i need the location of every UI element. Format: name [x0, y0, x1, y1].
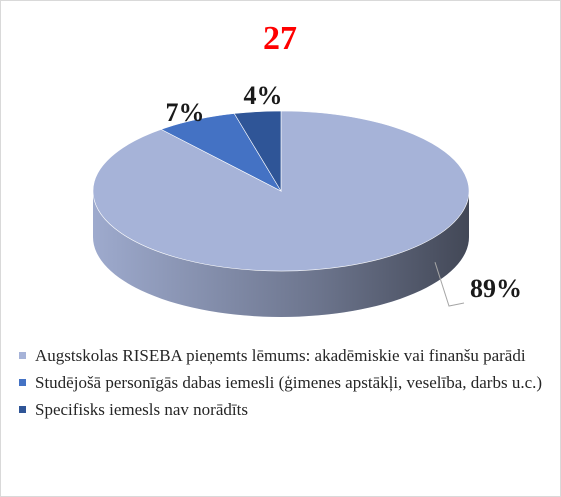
- legend: Augstskolas RISEBA pieņemts lēmums: akad…: [19, 343, 549, 424]
- legend-label: Augstskolas RISEBA pieņemts lēmums: akad…: [35, 346, 526, 365]
- legend-label: Studējošā personīgās dabas iemesli (ģime…: [35, 373, 543, 392]
- pie-side-shade: [93, 191, 469, 317]
- data-label: 7%: [166, 98, 205, 127]
- chart: 27 89% 7% 4%: [92, 20, 522, 317]
- legend-item: Studējošā personīgās dabas iemesli (ģime…: [19, 370, 549, 395]
- pie-slice: [233, 110, 282, 193]
- legend-swatch: [19, 406, 26, 413]
- legend-item: Augstskolas RISEBA pieņemts lēmums: akad…: [19, 343, 549, 368]
- chart-title: 27: [263, 20, 297, 57]
- legend-swatch: [19, 352, 26, 359]
- legend-label: Specifisks iemesls nav norādīts: [35, 400, 248, 419]
- legend-item: Specifisks iemesls nav norādīts: [19, 397, 549, 422]
- leader-line: [434, 262, 465, 307]
- legend-swatch: [19, 379, 26, 386]
- data-label: 89%: [470, 274, 522, 303]
- data-label: 4%: [244, 81, 283, 110]
